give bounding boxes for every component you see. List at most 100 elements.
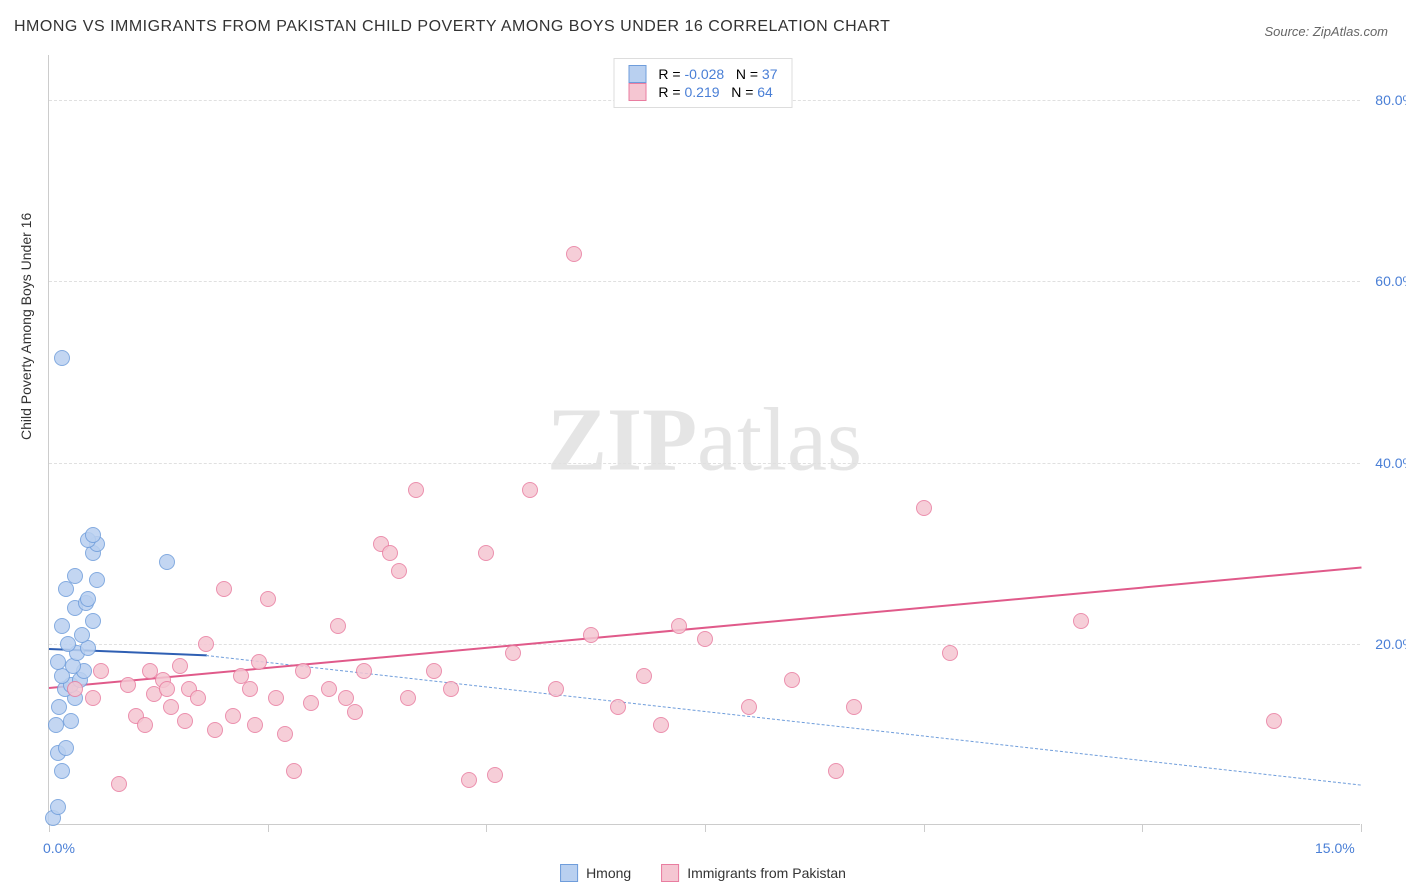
legend-item: Immigrants from Pakistan: [661, 864, 846, 882]
watermark-atlas: atlas: [697, 390, 862, 489]
data-point: [347, 704, 363, 720]
data-point: [330, 618, 346, 634]
data-point: [80, 640, 96, 656]
data-point: [636, 668, 652, 684]
data-point: [58, 740, 74, 756]
data-point: [268, 690, 284, 706]
data-point: [190, 690, 206, 706]
data-point: [251, 654, 267, 670]
data-point: [426, 663, 442, 679]
x-tick: [1142, 824, 1143, 832]
data-point: [50, 799, 66, 815]
data-point: [111, 776, 127, 792]
data-point: [207, 722, 223, 738]
data-point: [120, 677, 136, 693]
data-point: [48, 717, 64, 733]
legend-item: Hmong: [560, 864, 631, 882]
data-point: [58, 581, 74, 597]
data-point: [54, 350, 70, 366]
data-point: [225, 708, 241, 724]
gridline: [49, 463, 1360, 464]
watermark: ZIPatlas: [547, 388, 862, 491]
watermark-zip: ZIP: [547, 390, 697, 489]
data-point: [242, 681, 258, 697]
data-point: [1266, 713, 1282, 729]
data-point: [51, 699, 67, 715]
source-attribution: Source: ZipAtlas.com: [1264, 24, 1388, 39]
legend-row: R = -0.028 N = 37: [629, 65, 778, 83]
data-point: [671, 618, 687, 634]
data-point: [85, 690, 101, 706]
data-point: [321, 681, 337, 697]
data-point: [63, 713, 79, 729]
data-point: [382, 545, 398, 561]
legend-stats: R = 0.219 N = 64: [655, 84, 773, 100]
data-point: [159, 681, 175, 697]
data-point: [408, 482, 424, 498]
data-point: [505, 645, 521, 661]
data-point: [80, 591, 96, 607]
data-point: [163, 699, 179, 715]
data-point: [741, 699, 757, 715]
data-point: [260, 591, 276, 607]
y-axis-title: Child Poverty Among Boys Under 16: [18, 213, 34, 440]
legend-stats: R = -0.028 N = 37: [655, 66, 778, 82]
x-tick: [268, 824, 269, 832]
chart-title: HMONG VS IMMIGRANTS FROM PAKISTAN CHILD …: [14, 18, 890, 36]
data-point: [137, 717, 153, 733]
data-point: [356, 663, 372, 679]
data-point: [566, 246, 582, 262]
data-point: [942, 645, 958, 661]
legend-label: Hmong: [586, 865, 631, 881]
data-point: [653, 717, 669, 733]
data-point: [172, 658, 188, 674]
data-point: [461, 772, 477, 788]
data-point: [443, 681, 459, 697]
data-point: [85, 613, 101, 629]
data-point: [697, 631, 713, 647]
data-point: [400, 690, 416, 706]
x-tick: [924, 824, 925, 832]
x-tick: [705, 824, 706, 832]
x-tick: [486, 824, 487, 832]
legend-swatch: [629, 83, 647, 101]
chart-plot-area: ZIPatlas 20.0%40.0%60.0%80.0%: [48, 55, 1360, 825]
y-tick-label: 80.0%: [1375, 92, 1406, 108]
data-point: [198, 636, 214, 652]
data-point: [1073, 613, 1089, 629]
gridline: [49, 281, 1360, 282]
data-point: [487, 767, 503, 783]
data-point: [67, 568, 83, 584]
data-point: [159, 554, 175, 570]
data-point: [391, 563, 407, 579]
legend-swatch: [629, 65, 647, 83]
data-point: [583, 627, 599, 643]
data-point: [784, 672, 800, 688]
data-point: [216, 581, 232, 597]
data-point: [177, 713, 193, 729]
data-point: [93, 663, 109, 679]
data-point: [54, 763, 70, 779]
data-point: [50, 654, 66, 670]
data-point: [89, 572, 105, 588]
correlation-legend: R = -0.028 N = 37 R = 0.219 N = 64: [614, 58, 793, 108]
data-point: [85, 527, 101, 543]
trend-line: [206, 655, 1361, 786]
data-point: [478, 545, 494, 561]
y-tick-label: 20.0%: [1375, 636, 1406, 652]
data-point: [846, 699, 862, 715]
data-point: [522, 482, 538, 498]
data-point: [295, 663, 311, 679]
data-point: [916, 500, 932, 516]
data-point: [54, 618, 70, 634]
data-point: [277, 726, 293, 742]
data-point: [286, 763, 302, 779]
data-point: [610, 699, 626, 715]
data-point: [548, 681, 564, 697]
data-point: [74, 627, 90, 643]
y-tick-label: 40.0%: [1375, 455, 1406, 471]
data-point: [303, 695, 319, 711]
x-axis-min-label: 0.0%: [43, 840, 75, 856]
data-point: [65, 658, 81, 674]
legend-row: R = 0.219 N = 64: [629, 83, 778, 101]
